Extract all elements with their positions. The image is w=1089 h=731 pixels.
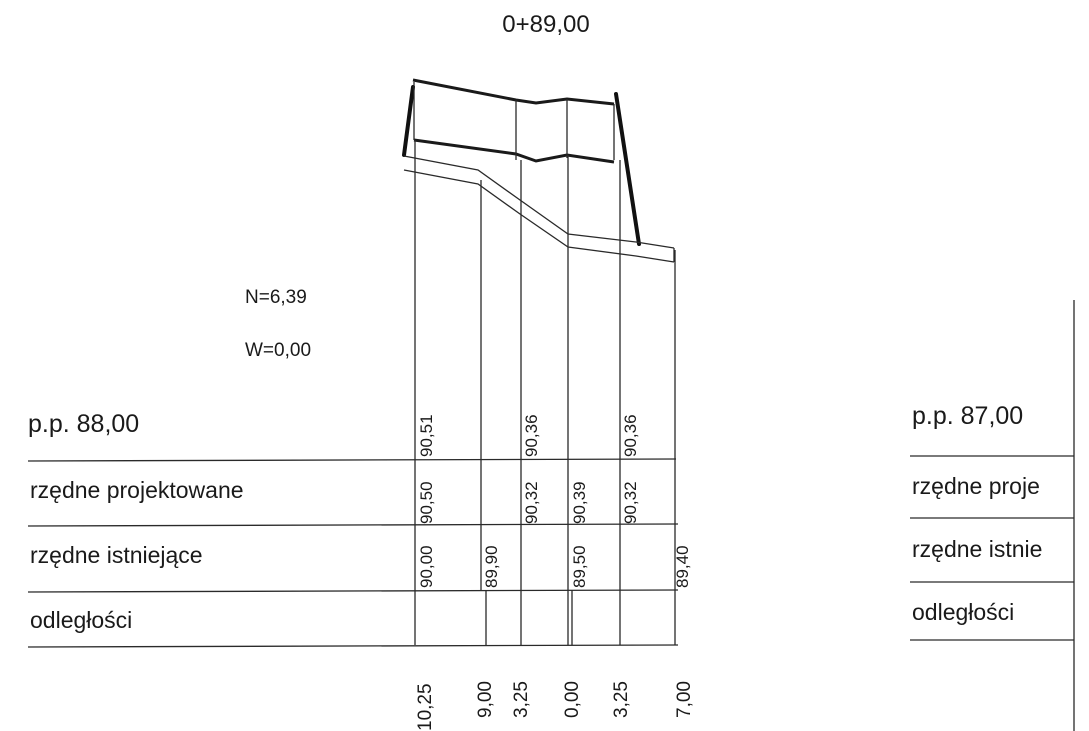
section-station-title: 0+89,00 [502, 11, 589, 38]
pavement-surface [413, 138, 615, 164]
design-top-value: 90,51 [417, 414, 436, 457]
row-label-design-right: rzędne proje [912, 473, 1040, 499]
design-row-value: 90,32 [522, 481, 541, 524]
distance-value: 3,25 [611, 681, 632, 718]
table-rule [27, 523, 679, 527]
distance-value: 0,00 [562, 681, 583, 718]
design-top-values: 90,51 90,36 90,36 [417, 414, 640, 457]
row-label-distances: odległości [30, 607, 132, 633]
param-n: N=6,39 [245, 287, 307, 308]
row-label-design: rzędne projektowane [30, 477, 244, 503]
existing-value: 89,50 [570, 545, 589, 588]
right-table: p.p. 87,00 rzędne proje rzędne istnie od… [910, 300, 1075, 731]
top-surface [412, 78, 615, 106]
existing-value: 90,00 [417, 545, 436, 588]
left-slope [402, 85, 415, 157]
design-row-value: 90,39 [570, 481, 589, 524]
distance-value: 9,00 [475, 681, 496, 718]
existing-row-values: 90,00 89,90 89,50 89,40 [417, 545, 692, 588]
existing-value: 89,40 [673, 545, 692, 588]
left-table: p.p. 88,00 rzędne projektowane rzędne is… [27, 410, 679, 648]
datum-right: p.p. 87,00 [912, 402, 1023, 430]
design-top-value: 90,36 [522, 414, 541, 457]
distance-value: 7,00 [674, 681, 695, 718]
design-top-value: 90,36 [621, 414, 640, 457]
ordinate-lines [414, 140, 676, 645]
design-row-values: 90,50 90,32 90,39 90,32 [417, 481, 640, 524]
road-profile [402, 78, 675, 263]
param-w: W=0,00 [245, 340, 311, 361]
table-rule [27, 589, 679, 593]
row-label-existing-right: rzędne istnie [912, 536, 1042, 562]
distance-values: 10,25 9,00 3,25 0,00 3,25 7,00 [415, 681, 695, 731]
design-row-value: 90,32 [621, 481, 640, 524]
ground-line-upper [403, 155, 675, 249]
table-rule [27, 644, 679, 648]
existing-value: 89,90 [482, 545, 501, 588]
distance-value: 10,25 [415, 683, 436, 731]
distance-value: 3,25 [511, 681, 532, 718]
ground-line-lower [403, 169, 675, 263]
row-label-existing: rzędne istniejące [30, 542, 203, 568]
row-label-distances-right: odległości [912, 599, 1014, 625]
design-row-value: 90,50 [417, 481, 436, 524]
datum-left: p.p. 88,00 [28, 410, 139, 438]
right-slope [614, 92, 641, 246]
table-rule [27, 458, 677, 462]
